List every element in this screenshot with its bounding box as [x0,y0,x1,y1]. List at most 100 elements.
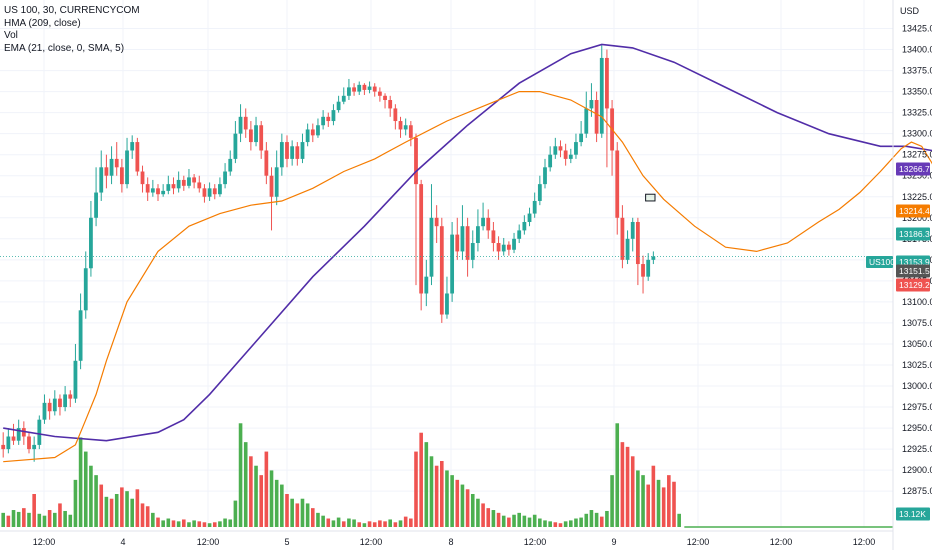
volume-bar [429,456,434,527]
candle-body [414,137,418,185]
candle-body [145,184,150,193]
volume-bar [455,479,460,527]
candle-body [537,184,542,201]
candle-body [109,158,114,176]
volume-bar [476,498,480,527]
volume-bar [78,437,83,527]
candle-body [259,125,264,151]
candle-body [599,57,604,134]
volume-bar [347,518,351,527]
volume-bar [156,517,160,527]
volume-bar [182,519,186,527]
price-tick-label: 13275.0 [902,150,932,160]
candle-body [47,402,52,412]
volume-bar [140,503,145,527]
volume-bar [378,520,382,527]
candle-body [233,133,238,159]
legend-hma[interactable]: HMA (209, close) [4,17,81,29]
volume-bar [269,470,274,527]
time-tick-label: 12:00 [770,537,793,547]
price-markers: US100 13153.9 13266.7 13214.4 13186.3 13151.5… [866,162,930,521]
candle-body [295,146,300,159]
candle-body [429,217,434,277]
symbol-title[interactable]: US 100, 30, CURRENCYCOM [4,5,140,16]
marker-symbol-text: US100 [869,257,895,267]
price-tick-label: 13100.0 [902,297,932,307]
candle-body [460,226,465,252]
volume-bar [99,484,104,527]
volume-bar [130,498,134,527]
candle-body [254,125,258,143]
volume-bar [589,510,594,527]
price-tick-label: 13050.0 [902,339,932,349]
candle-body [238,116,243,134]
volume-bar [651,465,656,527]
volume-bar [393,522,398,527]
price-axis[interactable]: 12875.0 12900.0 12925.0 12950.0 12975.0 13000… [892,0,932,550]
candle-body [212,188,217,195]
volume-bar [109,498,114,527]
volume-bar [470,494,475,527]
candle-body [408,125,413,138]
time-tick-label: 12:00 [33,537,56,547]
candle-body [522,221,527,231]
volume-bar [1,512,5,527]
volume-bar [316,512,320,527]
candle-body [641,264,645,277]
volume-bar [336,517,341,527]
price-marker [896,264,930,278]
candle-body [646,259,651,277]
candle-body [512,238,516,250]
volume-bar [264,451,269,527]
volume-bar [512,514,516,527]
legend-vol[interactable]: Vol [4,30,18,41]
candle-body [517,230,522,239]
candle-body [543,167,547,185]
volume-bar [280,484,284,527]
time-tick-label: 12:00 [853,537,876,547]
candle-body [218,184,222,195]
volume-bar [538,518,542,527]
candle-body [558,146,563,151]
volume-bar [274,479,279,527]
candle-body [357,84,362,92]
volume-bar [27,512,31,527]
drawing-zones[interactable] [645,193,932,277]
volume-bar [419,432,423,527]
hma-line [3,43,932,442]
volume-bar [32,494,36,527]
volume-bar [558,523,563,527]
volume-bar [212,522,217,527]
candle-body [285,142,289,159]
volume-bar [192,520,196,527]
time-axis[interactable]: 12:00 4 12:00 5 12:00 8 12:00 9 12:00 12:00 12:00 [0,530,893,547]
volume-bar [202,522,207,527]
candle-body [119,167,124,185]
volume-bar [166,518,171,527]
candle-body [264,150,269,176]
legend-ema[interactable]: EMA (21, close, 0, SMA, 5) [4,42,125,54]
candle-body [63,394,68,408]
candle-body [424,276,429,294]
volume-bar [677,513,681,527]
candle-body [269,175,274,197]
volume-bar [63,510,67,527]
candle-body [300,142,305,159]
volume-bar [481,503,485,527]
price-tick-label: 13350.0 [902,87,932,97]
price-marker-text: 13266.7 [899,164,930,174]
candle-body [156,188,160,195]
volume-bar [440,461,444,527]
candle-body [470,243,475,260]
time-tick-label: 8 [448,537,453,547]
volume-bar [383,521,387,527]
candle-body [496,243,501,252]
price-marker-text: 13153.9 [899,257,930,267]
price-tick-label: 12875.0 [902,486,932,496]
candle-body [197,182,202,189]
price-marker-text: 13151.5 [899,266,930,276]
chart-grid [0,0,893,528]
candle-body [125,150,129,185]
volume-bar [145,506,150,527]
